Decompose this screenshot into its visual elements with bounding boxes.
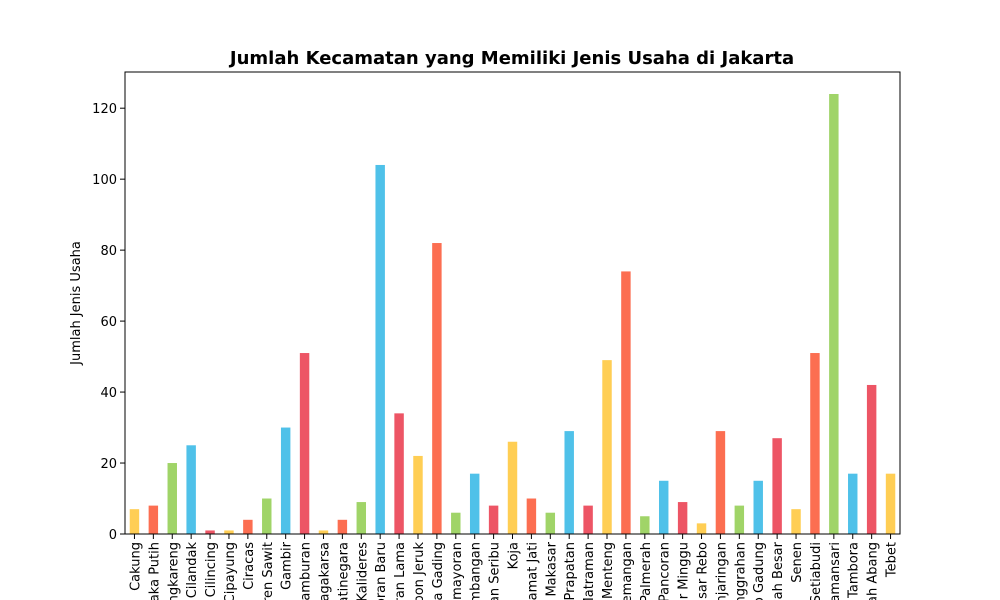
bar bbox=[224, 530, 234, 534]
x-tick-label: Senen bbox=[790, 542, 805, 583]
x-tick-label: Matraman bbox=[582, 542, 597, 600]
x-tick-label: Kelapa Gading bbox=[431, 542, 446, 600]
bar bbox=[432, 243, 442, 534]
x-tick-label: Kembangan bbox=[469, 542, 484, 600]
plot-frame bbox=[124, 71, 901, 535]
bar bbox=[451, 512, 461, 534]
x-tick-label: Pulo Gadung bbox=[752, 542, 767, 600]
x-tick-label: Sawah Besar bbox=[771, 541, 786, 600]
bar bbox=[583, 505, 593, 534]
x-tick-label: Kebon Jeruk bbox=[412, 542, 427, 600]
chart-title: Jumlah Kecamatan yang Memiliki Jenis Usa… bbox=[228, 48, 794, 69]
bar bbox=[640, 516, 650, 534]
x-tick-label: Pasar Rebo bbox=[696, 542, 711, 600]
x-tick-label: Pasar Minggu bbox=[677, 542, 692, 600]
x-tick-label: Kalideres bbox=[355, 542, 370, 600]
x-tick-label: Palmerah bbox=[639, 542, 654, 600]
y-tick-label: 120 bbox=[92, 102, 117, 117]
bar bbox=[734, 505, 745, 534]
x-tick-label: Jagakarsa bbox=[317, 542, 332, 600]
x-tick-label: Cempaka Putih bbox=[147, 542, 162, 600]
y-tick-label: 20 bbox=[100, 457, 117, 472]
bar bbox=[488, 505, 499, 534]
bar bbox=[564, 431, 574, 534]
x-tick-label: Gambir bbox=[280, 541, 295, 590]
x-tick-label: Cipayung bbox=[223, 542, 238, 600]
bar bbox=[545, 512, 556, 534]
x-tick-label: Kebayoran Lama bbox=[393, 542, 408, 600]
x-tick-label: Kramat Jati bbox=[525, 542, 540, 600]
x-tick-label: Kepulauan Seribu bbox=[488, 542, 503, 600]
bar bbox=[148, 505, 159, 534]
bar bbox=[791, 509, 801, 534]
bar bbox=[375, 164, 385, 534]
x-tick-label: Tambora bbox=[847, 542, 862, 599]
x-tick-label: Cilandak bbox=[185, 542, 200, 599]
x-tick-label: Menteng bbox=[601, 542, 616, 599]
bar bbox=[299, 353, 310, 534]
x-tick-label: Jatinegara bbox=[336, 542, 351, 600]
x-tick-label: Grogol Petamburan bbox=[299, 542, 314, 600]
bar bbox=[715, 431, 726, 534]
x-tick-label: Cengkareng bbox=[166, 542, 181, 600]
x-tick-label: Duren Sawit bbox=[261, 542, 276, 600]
x-tick-label: Cakung bbox=[128, 542, 143, 591]
y-tick-label: 40 bbox=[100, 386, 117, 401]
x-tick-label: Tanah Abang bbox=[866, 542, 881, 600]
y-tick-label: 80 bbox=[100, 244, 117, 259]
bar bbox=[129, 509, 140, 534]
bar bbox=[526, 498, 537, 534]
bar bbox=[356, 502, 367, 534]
bar bbox=[696, 523, 707, 534]
x-tick-label: Cilincing bbox=[204, 542, 219, 597]
bar bbox=[243, 519, 253, 534]
x-tick-label: Penjaringan bbox=[714, 542, 729, 600]
bar bbox=[205, 530, 215, 534]
x-tick-label: Mampang Prapatan bbox=[563, 542, 578, 600]
x-tick-label: Pancoran bbox=[658, 542, 673, 600]
y-axis-label: Jumlah Jenis Usaha bbox=[69, 241, 84, 366]
bar bbox=[677, 502, 688, 534]
bar bbox=[621, 271, 631, 534]
bar bbox=[829, 94, 839, 534]
bar bbox=[337, 519, 348, 534]
x-tick-label: Tamansari bbox=[828, 542, 843, 600]
y-tick-label: 100 bbox=[92, 173, 117, 188]
x-tick-label: Makasar bbox=[544, 541, 559, 596]
bar bbox=[602, 360, 612, 534]
bar bbox=[848, 473, 858, 534]
y-tick-label: 0 bbox=[109, 528, 117, 543]
x-tick-label: Kemayoran bbox=[450, 542, 465, 600]
bar bbox=[318, 530, 329, 534]
bar bbox=[753, 480, 763, 534]
x-tick-label: Koja bbox=[507, 542, 522, 569]
bar bbox=[262, 498, 272, 534]
bar bbox=[810, 353, 820, 534]
bar bbox=[167, 463, 177, 534]
bar bbox=[866, 384, 877, 534]
bar bbox=[507, 441, 518, 534]
bar bbox=[772, 438, 782, 534]
x-tick-label: Setiabudi bbox=[809, 542, 824, 600]
bar bbox=[280, 427, 291, 534]
bar bbox=[394, 413, 404, 534]
x-tick-label: Pesanggrahan bbox=[733, 542, 748, 600]
x-tick-label: Ciracas bbox=[242, 542, 257, 590]
x-tick-label: Tebet bbox=[885, 542, 900, 578]
bar bbox=[885, 473, 896, 534]
x-tick-label: Kebayoran Baru bbox=[374, 542, 389, 600]
x-tick-label: Pademangan bbox=[620, 542, 635, 600]
bar bbox=[186, 445, 196, 534]
bar bbox=[658, 480, 669, 534]
bar bbox=[413, 455, 423, 534]
y-tick-label: 60 bbox=[100, 315, 117, 330]
bar bbox=[469, 473, 480, 534]
